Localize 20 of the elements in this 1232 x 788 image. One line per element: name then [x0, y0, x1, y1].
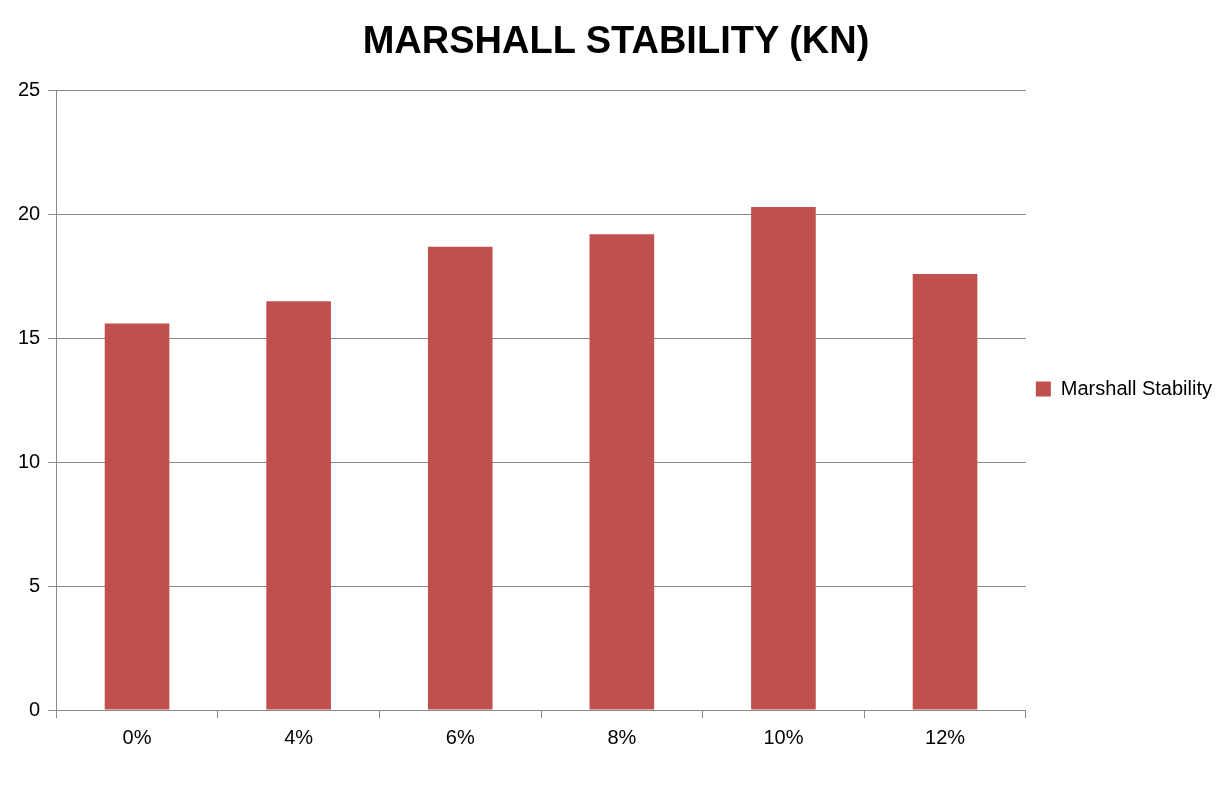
chart-title: MARSHALL STABILITY (KN) [362, 19, 870, 62]
x-tick-label: 4% [284, 725, 314, 748]
x-tick-label: 10% [763, 725, 804, 748]
bar [912, 273, 978, 710]
x-tick-label: 12% [925, 725, 966, 748]
y-tick-label: 5 [29, 573, 41, 596]
bar [427, 246, 493, 710]
bar [104, 323, 170, 710]
y-tick-label: 10 [18, 449, 41, 472]
y-tick-label: 0 [29, 697, 41, 720]
bar [751, 207, 816, 710]
bar [266, 301, 331, 710]
x-tick-label: 6% [445, 725, 475, 748]
x-tick-label: 0% [122, 725, 152, 748]
y-tick-label: 15 [18, 325, 41, 348]
x-tick-label: 8% [607, 725, 637, 748]
legend-label: Marshall Stability [1060, 376, 1213, 399]
y-tick-label: 20 [18, 202, 41, 224]
y-tick-label: 25 [18, 78, 41, 101]
bar [589, 234, 655, 710]
